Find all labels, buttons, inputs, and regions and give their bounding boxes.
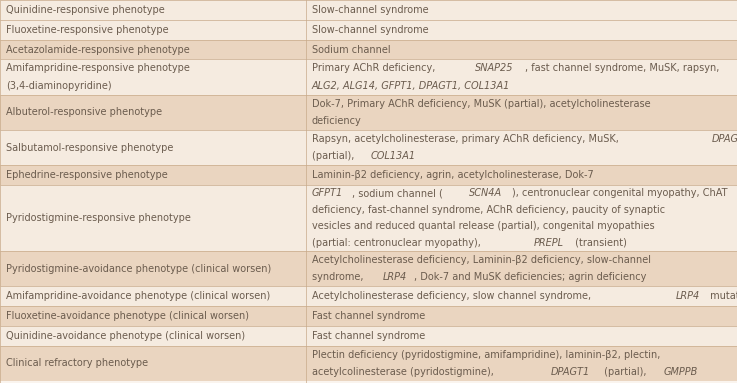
Bar — [0, 95, 737, 130]
Bar — [0, 20, 737, 40]
Text: Albuterol-responsive phenotype: Albuterol-responsive phenotype — [6, 107, 162, 117]
Text: DPAGT1: DPAGT1 — [551, 367, 590, 377]
Text: Amifampridine-responsive phenotype: Amifampridine-responsive phenotype — [6, 63, 189, 73]
Text: Acetylcholinesterase deficiency, Laminin-β2 deficiency, slow-channel: Acetylcholinesterase deficiency, Laminin… — [312, 255, 651, 265]
Bar — [0, 326, 737, 346]
Text: LRP4: LRP4 — [383, 272, 407, 283]
Text: acetylcolinesterase (pyridostigmine),: acetylcolinesterase (pyridostigmine), — [312, 367, 497, 377]
Text: ), centronuclear congenital myopathy, ChAT: ), centronuclear congenital myopathy, Ch… — [512, 188, 727, 198]
Text: , fast channel syndrome, MuSK, rapsyn,: , fast channel syndrome, MuSK, rapsyn, — [525, 63, 719, 73]
Text: Fluoxetine-responsive phenotype: Fluoxetine-responsive phenotype — [6, 25, 169, 35]
Text: Fluoxetine-avoidance phenotype (clinical worsen): Fluoxetine-avoidance phenotype (clinical… — [6, 311, 249, 321]
Text: SNAP25: SNAP25 — [475, 63, 514, 73]
Text: Quinidine-responsive phenotype: Quinidine-responsive phenotype — [6, 5, 164, 15]
Text: Pyridostigmine-avoidance phenotype (clinical worsen): Pyridostigmine-avoidance phenotype (clin… — [6, 264, 271, 274]
Text: Amifampridine-avoidance phenotype (clinical worsen): Amifampridine-avoidance phenotype (clini… — [6, 291, 270, 301]
Text: Quinidine-avoidance phenotype (clinical worsen): Quinidine-avoidance phenotype (clinical … — [6, 331, 245, 341]
Bar — [0, 40, 737, 59]
Text: , sodium channel (: , sodium channel ( — [352, 188, 443, 198]
Text: ALG2, ALG14, GFPT1, DPAGT1, COL13A1: ALG2, ALG14, GFPT1, DPAGT1, COL13A1 — [312, 81, 510, 91]
Text: PREPL: PREPL — [534, 238, 564, 248]
Text: (partial),: (partial), — [601, 367, 650, 377]
Text: Primary AChR deficiency,: Primary AChR deficiency, — [312, 63, 439, 73]
Bar — [0, 306, 737, 326]
Text: Acetazolamide-responsive phenotype: Acetazolamide-responsive phenotype — [6, 44, 189, 54]
Text: (partial: centronuclear myopathy),: (partial: centronuclear myopathy), — [312, 238, 483, 248]
Text: Slow-channel syndrome: Slow-channel syndrome — [312, 5, 428, 15]
Text: GFPT1: GFPT1 — [312, 188, 343, 198]
Text: GMPPB: GMPPB — [664, 367, 698, 377]
Bar — [0, 0, 737, 20]
Text: Ephedrine-responsive phenotype: Ephedrine-responsive phenotype — [6, 170, 167, 180]
Text: Clinical refractory phenotype: Clinical refractory phenotype — [6, 358, 148, 368]
Text: Plectin deficiency (pyridostigmine, amifampridine), laminin-β2, plectin,: Plectin deficiency (pyridostigmine, amif… — [312, 350, 660, 360]
Text: Slow-channel syndrome: Slow-channel syndrome — [312, 25, 428, 35]
Bar — [0, 59, 737, 95]
Text: Sodium channel: Sodium channel — [312, 44, 391, 54]
Text: Fast channel syndrome: Fast channel syndrome — [312, 311, 425, 321]
Text: (partial),: (partial), — [312, 151, 357, 161]
Text: COL13A1: COL13A1 — [371, 151, 416, 161]
Text: Rapsyn, acetylcholinesterase, primary AChR deficiency, MuSK,: Rapsyn, acetylcholinesterase, primary AC… — [312, 134, 622, 144]
Bar — [0, 346, 737, 381]
Text: , Dok-7 and MuSK deficiencies; agrin deficiency: , Dok-7 and MuSK deficiencies; agrin def… — [413, 272, 646, 283]
Text: syndrome,: syndrome, — [312, 272, 366, 283]
Text: mutations: mutations — [708, 291, 737, 301]
Text: Acetylcholinesterase deficiency, slow channel syndrome,: Acetylcholinesterase deficiency, slow ch… — [312, 291, 594, 301]
Text: deficiency, fast-channel syndrome, AChR deficiency, paucity of synaptic: deficiency, fast-channel syndrome, AChR … — [312, 205, 665, 215]
Bar — [0, 130, 737, 165]
Bar — [0, 286, 737, 306]
Bar — [0, 251, 737, 286]
Text: (transient): (transient) — [573, 238, 627, 248]
Text: Laminin-β2 deficiency, agrin, acetylcholinesterase, Dok-7: Laminin-β2 deficiency, agrin, acetylchol… — [312, 170, 593, 180]
Text: vesicles and reduced quantal release (partial), congenital myopathies: vesicles and reduced quantal release (pa… — [312, 221, 654, 231]
Text: SCN4A: SCN4A — [469, 188, 503, 198]
Text: (3,4-diaminopyridine): (3,4-diaminopyridine) — [6, 81, 111, 91]
Text: LRP4: LRP4 — [676, 291, 700, 301]
Text: deficiency: deficiency — [312, 116, 362, 126]
Bar — [0, 165, 737, 185]
Text: Salbutamol-responsive phenotype: Salbutamol-responsive phenotype — [6, 142, 173, 152]
Text: Dok-7, Primary AChR deficiency, MuSK (partial), acetylcholinesterase: Dok-7, Primary AChR deficiency, MuSK (pa… — [312, 98, 650, 108]
Bar — [0, 185, 737, 251]
Text: Fast channel syndrome: Fast channel syndrome — [312, 331, 425, 341]
Text: DPAGT1: DPAGT1 — [712, 134, 737, 144]
Text: Pyridostigmine-responsive phenotype: Pyridostigmine-responsive phenotype — [6, 213, 191, 223]
